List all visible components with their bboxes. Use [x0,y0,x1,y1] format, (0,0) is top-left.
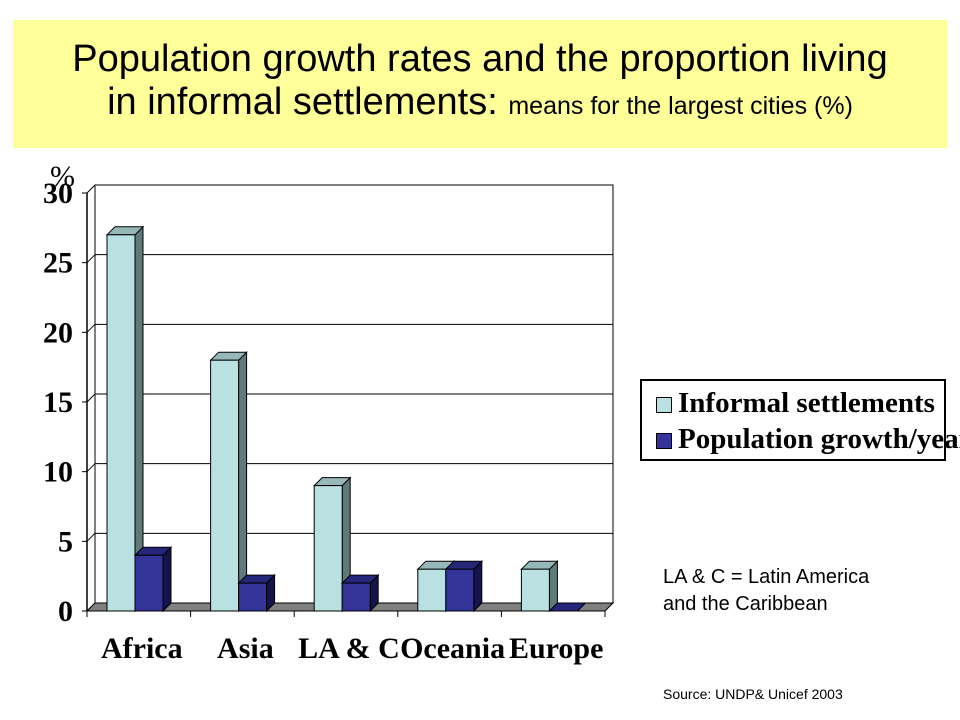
gridline-side [86,323,96,333]
legend-swatch-growth [656,433,672,449]
gridline-side [86,254,96,264]
y-tick-label: 10 [43,456,73,489]
x-tick-label: Africa [101,632,183,665]
note-line-1: LA & C = Latin America [663,566,870,588]
abbreviation-note: LA & C = Latin America and the Caribbean [663,564,869,618]
gridline-side [86,184,96,194]
x-tick-label: Oceania [400,632,505,665]
chart-title-line-1: Population growth rates and the proporti… [72,38,888,80]
bar-top [548,602,587,612]
note-line-2: and the Caribbean [663,593,828,615]
bar [210,359,240,612]
y-tick-label: 25 [43,247,73,280]
y-tick-label: 0 [58,595,73,628]
gridline-side [86,532,96,542]
legend-label-growth: Population growth/year [678,423,960,455]
chart-legend: Informal settlements Population growth/y… [640,379,960,461]
y-tick-label: 30 [43,177,73,210]
source-caption: Source: UNDP& Unicef 2003 [663,686,843,702]
chart-title-main: in informal settlements: [107,80,498,123]
y-tick-label: 5 [58,525,73,558]
bar [520,568,550,612]
gridline-side [86,393,96,403]
gridline-side [86,463,96,473]
chart-subtitle: means for the largest cities (%) [508,91,853,120]
y-axis-label: % [50,160,75,193]
bar [134,554,164,612]
bar [313,485,343,612]
bar [417,568,447,612]
y-tick-label: 15 [43,386,73,419]
bar [106,234,136,612]
x-tick-label: LA & C [298,632,400,665]
chart-title-line-2: in informal settlements: means for the l… [13,81,947,124]
legend-swatch-informal [656,397,672,413]
bar [238,582,268,612]
bar-side [162,546,172,613]
x-tick-label: Asia [217,632,274,665]
bar-side [238,350,248,613]
bar [445,568,475,612]
title-banner: Population growth rates and the proporti… [13,20,947,148]
legend-label-informal: Informal settlements [678,387,935,419]
bar [341,582,371,612]
y-tick-label: 20 [43,316,73,349]
x-tick-label: Europe [509,632,603,665]
